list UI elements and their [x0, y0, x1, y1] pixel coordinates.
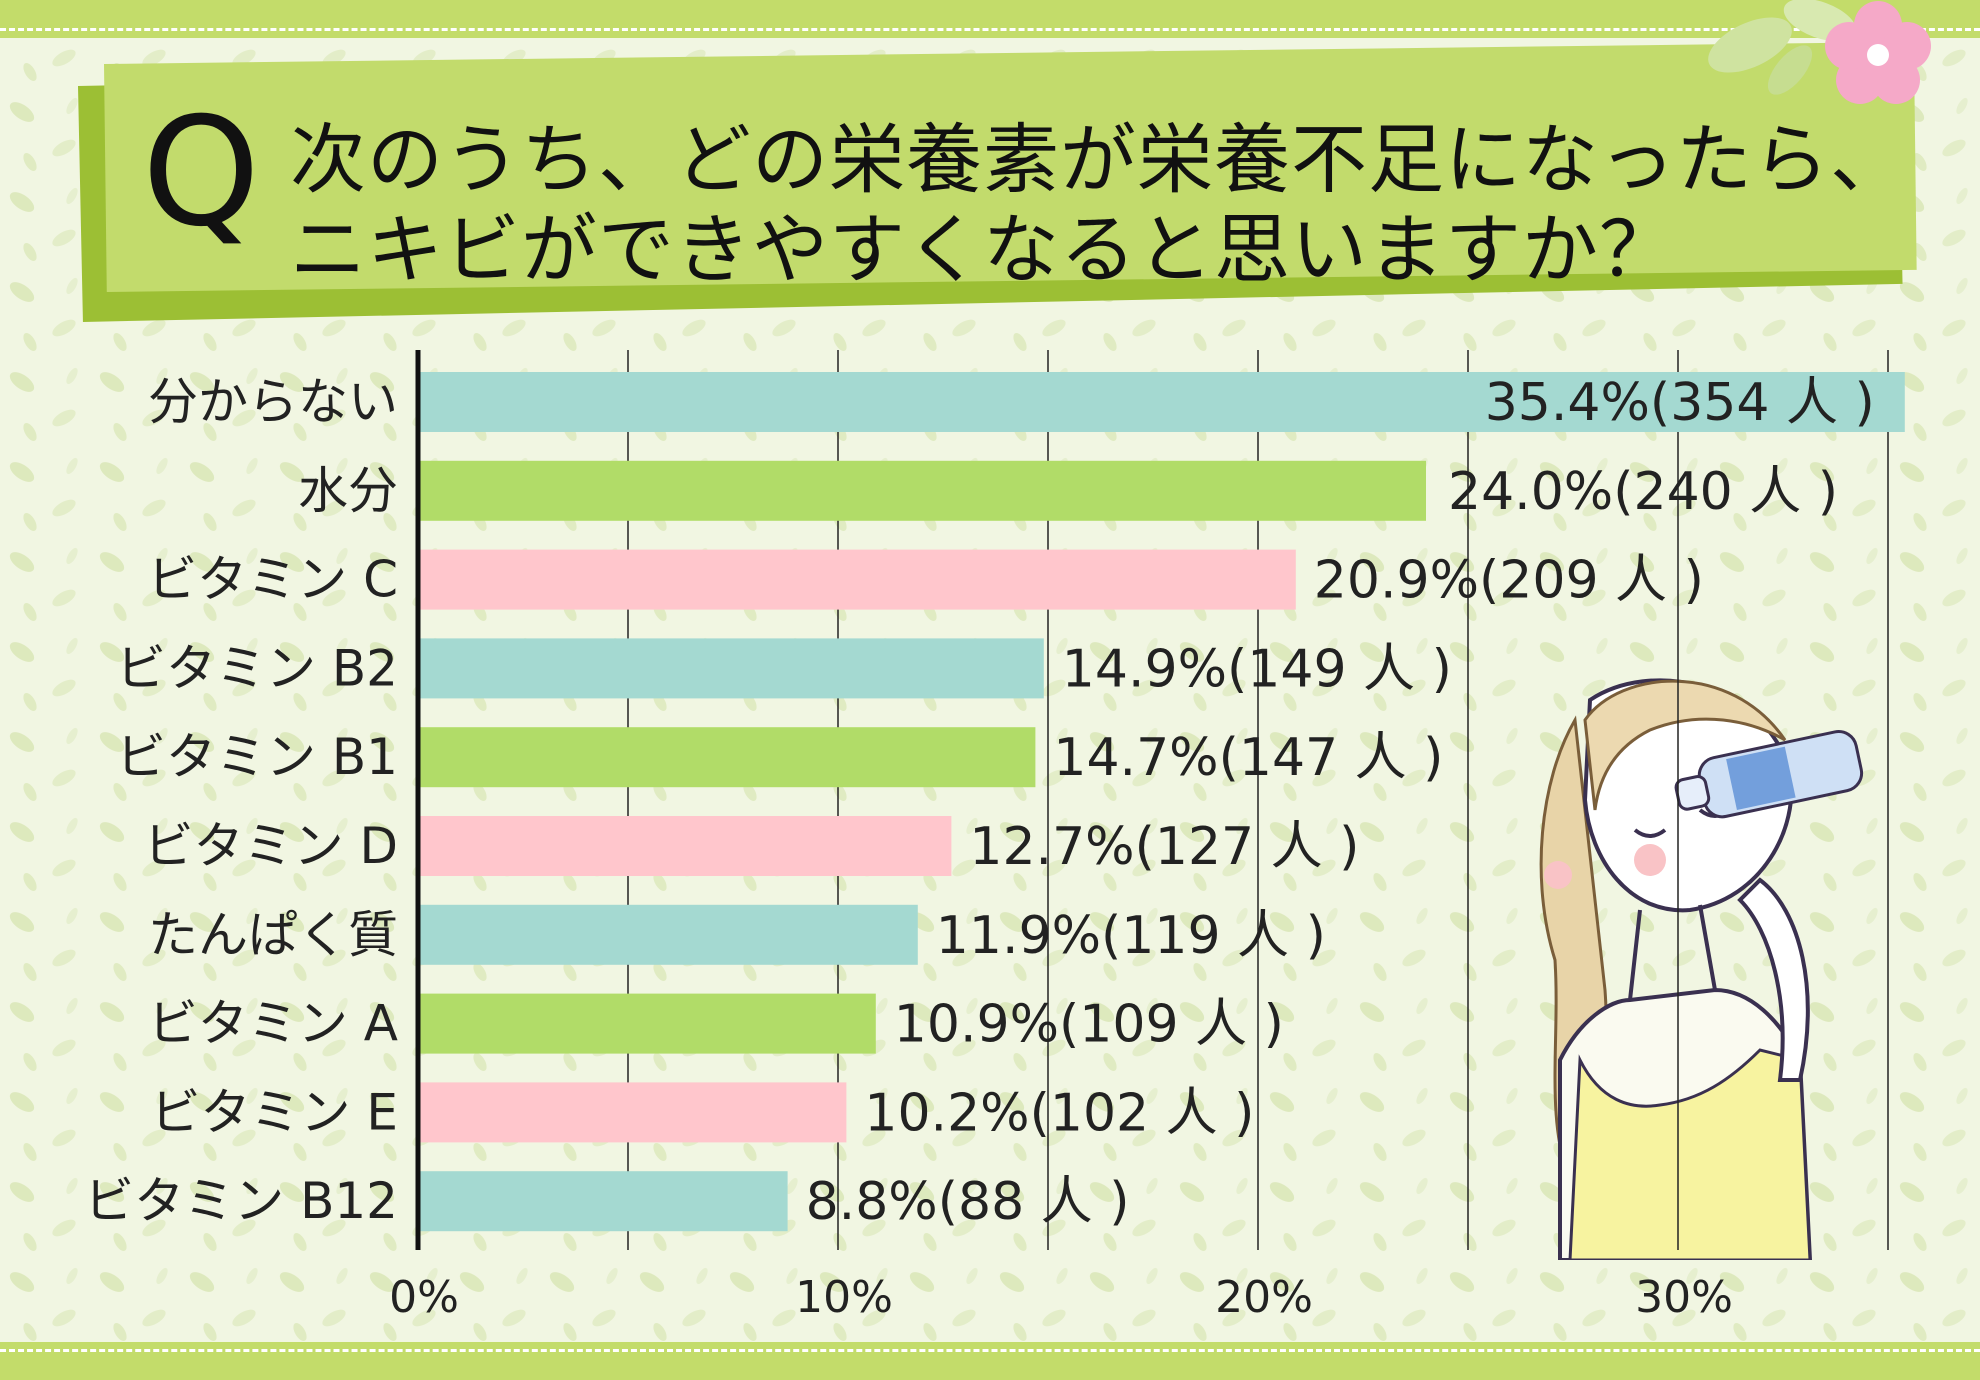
data-label: 12.7%(127 人 ) [969, 817, 1359, 877]
data-label: 10.2%(102 人 ) [864, 1083, 1254, 1143]
bar [418, 816, 952, 876]
data-label: 14.9%(149 人 ) [1062, 639, 1452, 699]
category-label: ビタミン B12 [84, 1172, 398, 1230]
category-label: ビタミン E [151, 1083, 399, 1141]
category-label: ビタミン B2 [116, 639, 398, 697]
x-tick-label: 0% [389, 1272, 459, 1323]
question-line-1: 次のうち、どの栄養素が栄養不足になったら、 [290, 115, 1907, 204]
data-label: 20.9%(209 人 ) [1314, 551, 1704, 611]
bar [418, 1082, 847, 1143]
category-label: ビタミン A [148, 995, 398, 1053]
data-label: 10.9%(109 人 ) [894, 995, 1284, 1055]
flower-decoration-icon [1708, 0, 1931, 104]
x-tick-label: 10% [795, 1272, 893, 1323]
category-label: ビタミン B1 [116, 728, 398, 786]
bar [418, 372, 1905, 432]
category-label: たんぱく質 [148, 906, 398, 964]
bar [418, 549, 1296, 610]
top-border-dash [0, 28, 1980, 31]
x-tick-label: 20% [1215, 1272, 1313, 1323]
bar [418, 460, 1426, 521]
bar [418, 904, 918, 965]
category-label: ビタミン D [144, 817, 398, 875]
question-mark-letter: Q [142, 86, 261, 260]
category-label: 分からない [148, 373, 398, 431]
bar [418, 727, 1036, 788]
data-label: 35.4%(354 人 ) [1485, 373, 1875, 433]
category-label: ビタミン C [147, 551, 398, 609]
data-label: 14.7%(147 人 ) [1053, 728, 1443, 788]
x-tick-label: 30% [1635, 1272, 1733, 1323]
bar [418, 993, 876, 1054]
question-line-2: ニキビができやすくなると思いますか？ [290, 205, 1676, 294]
top-border [0, 0, 1980, 38]
data-label: 11.9%(119 人 ) [936, 906, 1326, 966]
data-label: 8.8%(88 人 ) [806, 1172, 1130, 1232]
bottom-border [0, 1342, 1980, 1380]
bar [418, 638, 1044, 699]
data-label: 24.0%(240 人 ) [1448, 462, 1838, 522]
category-label: 水分 [298, 462, 398, 520]
bar [418, 1171, 788, 1232]
bottom-border-dash [0, 1349, 1980, 1352]
woman-drinking-water-illustration [1539, 678, 1864, 1260]
